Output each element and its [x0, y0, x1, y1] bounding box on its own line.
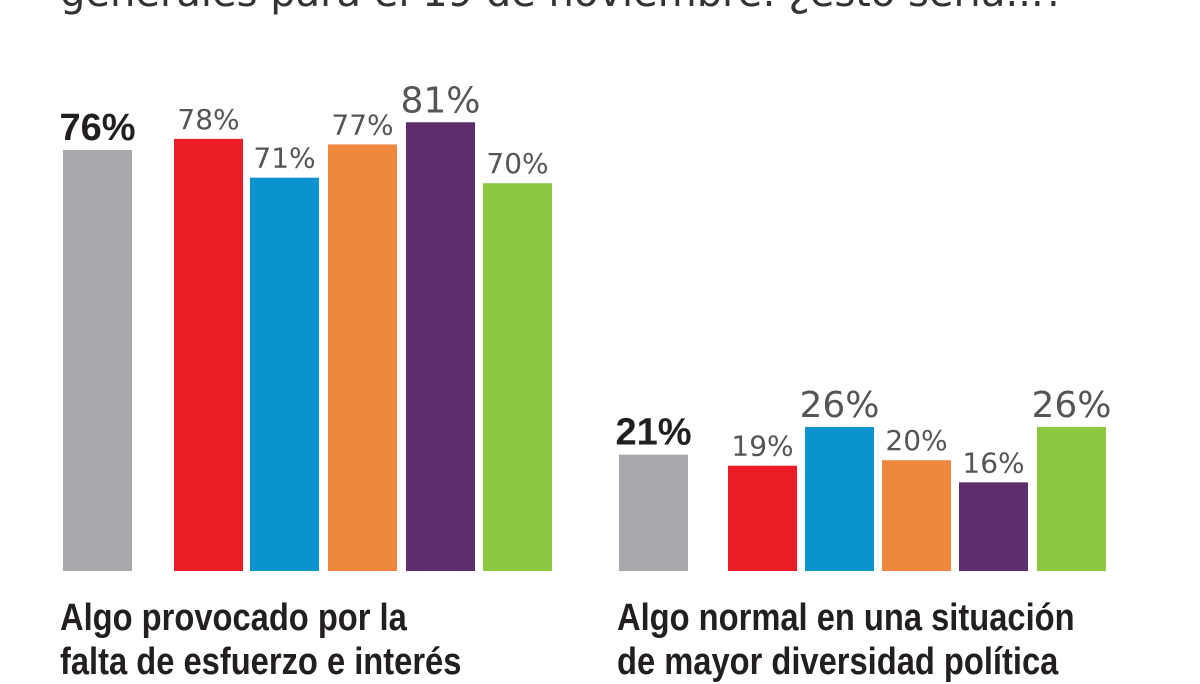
data-label: 71%	[253, 142, 315, 175]
bar	[483, 183, 552, 571]
data-label: 26%	[799, 385, 879, 426]
bar	[805, 426, 874, 571]
bar	[174, 138, 243, 571]
data-label: 21%	[615, 412, 691, 454]
data-label: 26%	[1031, 385, 1111, 426]
category-label-line: falta de esfuerzo e interés	[60, 641, 462, 683]
data-label: 19%	[731, 430, 793, 463]
bar	[959, 482, 1028, 571]
category-label-line: de mayor diversidad política	[617, 641, 1059, 683]
data-label: 16%	[962, 446, 1024, 479]
category-label-line: Algo normal en una situación	[617, 597, 1075, 639]
category-label-2: Algo normal en una situación de mayor di…	[617, 596, 1075, 684]
data-label: 20%	[885, 424, 947, 457]
bar	[250, 177, 319, 571]
bar	[328, 144, 397, 572]
category-label-line: Algo provocado por la	[60, 597, 407, 639]
bar	[882, 460, 951, 571]
bar	[619, 454, 688, 571]
data-label: 76%	[59, 107, 135, 149]
data-label: 77%	[331, 108, 393, 141]
bar	[63, 149, 132, 571]
category-label-1: Algo provocado por la falta de esfuerzo …	[60, 596, 461, 684]
chart-title: generales para el 19 de noviembre: ¿esto…	[60, 0, 1065, 16]
data-label: 70%	[486, 147, 548, 180]
data-label: 81%	[400, 80, 480, 121]
bar	[406, 122, 475, 571]
bar	[728, 465, 797, 571]
data-label: 78%	[177, 103, 239, 136]
bar	[1037, 426, 1106, 571]
